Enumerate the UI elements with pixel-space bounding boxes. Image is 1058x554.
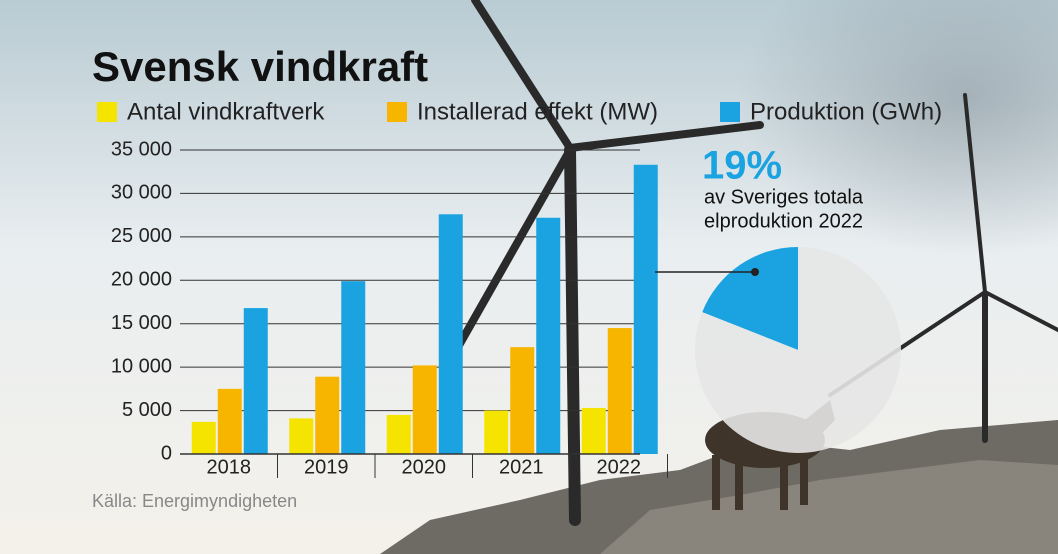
y-tick-label: 25 000 [111, 225, 172, 247]
x-tick-label: 2021 [499, 456, 544, 478]
source: Källa: Energimyndigheten [92, 491, 297, 511]
annotation: elproduktion 2022 [704, 210, 863, 232]
y-tick-label: 0 [161, 442, 172, 464]
legend-swatch [720, 102, 740, 122]
legend-swatch [97, 102, 117, 122]
bar [341, 281, 366, 454]
legend-label: Antal vindkraftverk [127, 98, 325, 125]
chart-title: Svensk vindkraft [92, 43, 428, 90]
y-tick-label: 5 000 [122, 399, 172, 421]
bar [191, 421, 216, 454]
pie-slice [702, 247, 798, 350]
legend-label: Installerad effekt (MW) [417, 98, 658, 125]
bar [412, 365, 437, 454]
legend-swatch [387, 102, 407, 122]
bar [217, 388, 242, 454]
bar [484, 410, 509, 454]
bar [581, 407, 606, 454]
x-tick-label: 2018 [207, 456, 252, 478]
pie-slice [695, 247, 902, 453]
x-tick-label: 2022 [597, 456, 642, 478]
bar [289, 418, 314, 454]
bar [243, 308, 268, 454]
y-tick-label: 30 000 [111, 182, 172, 204]
x-tick-label: 2019 [304, 456, 349, 478]
y-tick-label: 20 000 [111, 269, 172, 291]
y-tick-label: 10 000 [111, 355, 172, 377]
bar [607, 328, 632, 454]
bar [633, 164, 658, 454]
bar [386, 414, 411, 454]
bar [315, 376, 340, 454]
pie-value-label: 19% [702, 144, 782, 188]
y-tick-label: 35 000 [111, 138, 172, 160]
x-tick-label: 2020 [402, 456, 447, 478]
legend-label: Produktion (GWh) [750, 98, 942, 125]
bar [438, 214, 463, 454]
bar [536, 217, 561, 454]
annotation: av Sveriges totala [704, 186, 864, 208]
leader-dot [751, 268, 759, 276]
y-tick-label: 15 000 [111, 312, 172, 334]
bar [510, 347, 535, 454]
